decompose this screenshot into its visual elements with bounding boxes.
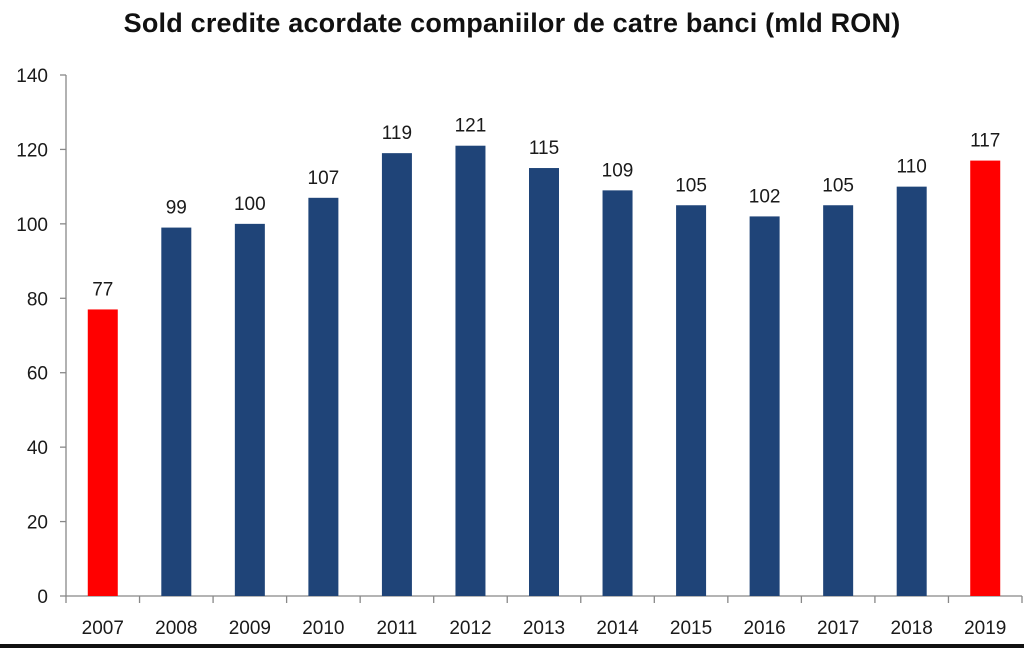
x-tick-label: 2012 [449,618,491,639]
bar-2019 [970,160,1001,597]
bar-2008 [161,227,192,597]
x-tick-label: 2011 [376,618,417,639]
bar-2009 [234,223,265,596]
data-label-2017: 105 [822,175,854,196]
y-tick-label: 80 [27,289,48,310]
bar-2016 [749,216,780,596]
y-tick-label: 140 [16,66,48,87]
y-tick-label: 20 [27,513,48,534]
bar-2012 [455,145,486,596]
data-label-2019: 117 [970,131,1000,152]
x-tick-label: 2010 [302,618,344,639]
data-label-2010: 107 [308,168,340,189]
bar-2014 [602,190,633,596]
bar-2017 [823,205,854,596]
labels: 77 99 100 107 119 121 115 109 105 102 105 110 117 [92,116,1000,301]
x-tick-label: 2008 [155,618,197,639]
bar-2015 [676,205,707,596]
x-tick-label: 2019 [964,618,1006,639]
data-label-2012: 121 [455,116,487,137]
y-tick-label: 40 [27,438,48,459]
bar-2010 [308,197,339,597]
bar-2018 [896,186,927,596]
bar-2007 [87,309,118,596]
data-label-2016: 102 [749,186,781,207]
x-tick-label: 2009 [229,618,271,639]
data-label-2018: 110 [897,157,927,178]
chart-title: Sold credite acordate companiilor de cat… [123,8,901,38]
y-tick-label: 60 [27,364,48,385]
data-label-2007: 77 [92,279,113,300]
x-tick-label: 2007 [82,618,124,639]
y-tick-label: 120 [16,140,48,161]
bar-2013 [529,168,559,597]
bars [87,145,1001,597]
x-tick-label: 2018 [891,618,933,639]
x-tick-label: 2015 [670,618,712,639]
data-label-2009: 100 [234,194,266,215]
data-label-2014: 109 [602,160,634,181]
data-label-2015: 105 [675,175,707,196]
data-label-2011: 119 [382,123,412,144]
y-tick-label: 0 [37,587,48,608]
x-tick-label: 2016 [743,618,785,639]
data-label-2013: 115 [529,138,559,159]
x-tick-label: 2017 [817,618,859,639]
bar-2011 [381,153,412,596]
data-label-2008: 99 [166,198,187,219]
x-tick-label: 2013 [523,618,565,639]
bottom-border [0,644,1024,648]
x-tick-label: 2014 [596,618,639,639]
y-tick-label: 100 [16,215,48,236]
